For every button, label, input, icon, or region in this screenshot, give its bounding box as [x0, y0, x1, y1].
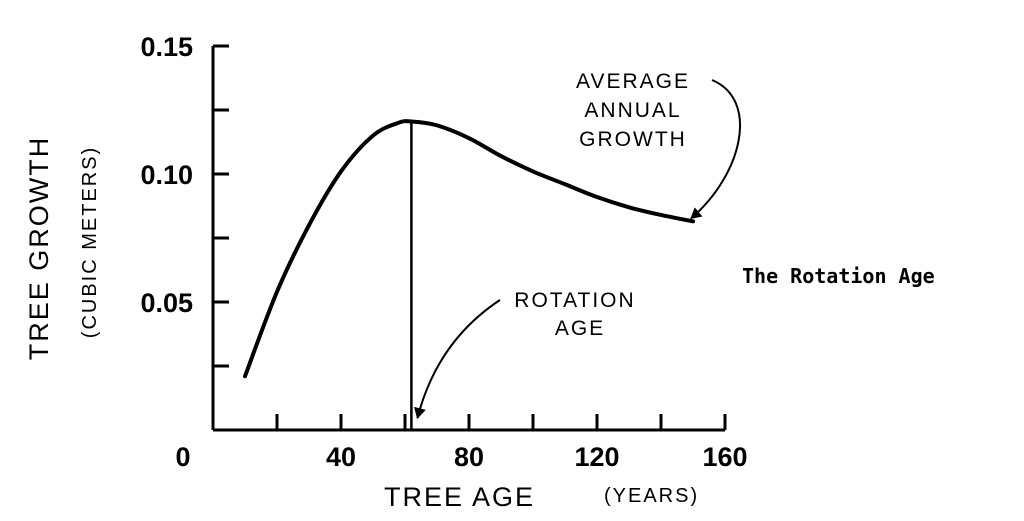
x-tick-label: 0 — [175, 442, 190, 472]
series — [243, 119, 695, 379]
x-axis-title: TREE AGE — [384, 482, 535, 512]
annotation-average-annual-growth: AVERAGE ANNUAL GROWTH — [576, 70, 690, 151]
annotation-arrows — [414, 79, 742, 419]
annotation-line: ANNUAL — [584, 99, 681, 122]
x-tick-label: 160 — [702, 442, 747, 472]
annotation-line: AGE — [555, 317, 605, 340]
y-tick-label: 0.15 — [140, 32, 193, 62]
y-tick-label: 0.10 — [140, 160, 193, 190]
y-axis-title: TREE GROWTH — [24, 136, 54, 361]
x-tick-label: 80 — [454, 442, 484, 472]
chart-title: The Rotation Age — [742, 264, 935, 288]
y-tick-label: 0.05 — [140, 288, 193, 318]
y-axis-unit: (CUBIC METERS) — [79, 146, 101, 338]
annotation-line: ROTATION — [514, 289, 635, 312]
arrow-rotation-age — [414, 299, 501, 419]
annotation-rotation-age: ROTATION AGE — [514, 289, 635, 340]
arrow-average-annual-growth — [690, 79, 742, 220]
x-axis-unit: (YEARS) — [604, 485, 699, 507]
x-tick-label: 40 — [326, 442, 356, 472]
annotation-line: AVERAGE — [576, 70, 690, 93]
series-line-average-annual-growth — [243, 119, 695, 379]
x-tick-label: 120 — [574, 442, 619, 472]
annotation-line: GROWTH — [579, 128, 687, 151]
tick-labels: 0 40 80 120 160 0.05 0.10 0.15 — [140, 32, 747, 472]
ticks — [213, 44, 727, 430]
